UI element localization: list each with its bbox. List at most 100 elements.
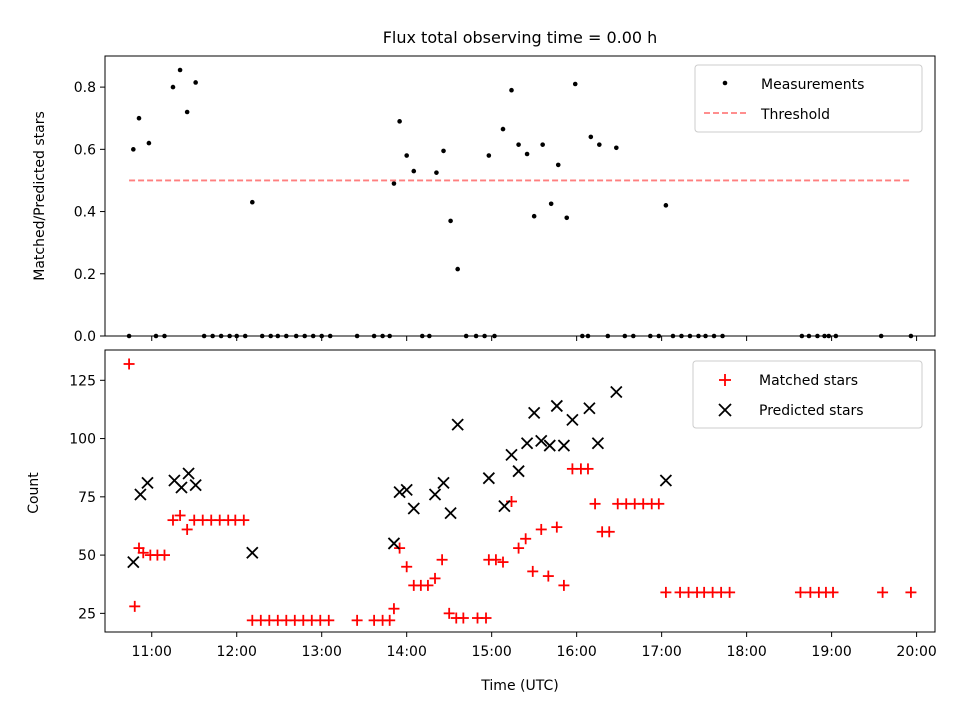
predicted-star-point <box>557 439 571 452</box>
predicted-star-stroke-b <box>550 399 563 413</box>
matched-star-point <box>158 549 170 561</box>
predicted-star-point <box>175 481 188 494</box>
measurement-point <box>564 215 570 221</box>
predicted-star-stroke-b <box>393 486 406 499</box>
x-tick-label: 11:00 <box>132 644 172 660</box>
y-tick-label: 0.0 <box>74 329 96 345</box>
y-tick-label: 50 <box>78 548 96 564</box>
bottom-x-axis-label: Time (UTC) <box>480 678 558 694</box>
legend-matched-marker <box>719 374 731 386</box>
predicted-star-point <box>498 500 511 513</box>
predicted-star-point <box>528 406 541 420</box>
matched-star-point <box>542 570 554 582</box>
predicted-star-point <box>182 467 195 480</box>
measurement-point <box>663 203 669 208</box>
measurement-point <box>448 218 453 224</box>
matched-star-point <box>457 612 469 624</box>
predicted-star-point <box>393 486 406 499</box>
x-tick-label: 15:00 <box>471 644 511 660</box>
predicted-star-stroke-b <box>520 437 534 450</box>
measurement-point <box>177 67 183 73</box>
matched-star-point <box>490 554 502 566</box>
measurement-point <box>170 84 176 90</box>
matched-star-point <box>589 498 601 510</box>
matched-star-point <box>551 521 563 533</box>
legend-matched-label: Matched stars <box>759 373 858 389</box>
measurement-point <box>516 142 521 147</box>
predicted-star-point <box>543 439 556 452</box>
y-tick-label: 0.8 <box>74 80 96 96</box>
predicted-star-point <box>127 555 140 569</box>
top-y-axis-label: Matched/Predicted stars <box>32 111 48 281</box>
measurement-point <box>411 168 417 174</box>
predicted-star-stroke-b <box>168 474 181 487</box>
matched-star-point <box>137 547 149 559</box>
predicted-star-point <box>428 488 442 501</box>
matched-star-point <box>436 554 448 566</box>
predicted-star-stroke-b <box>659 474 673 487</box>
bottom-legend-box <box>692 360 923 429</box>
predicted-star-point <box>610 385 623 399</box>
predicted-star-point <box>659 474 673 487</box>
matched-star-point <box>174 509 186 521</box>
bottom-x-axis-ticks: 11:00 12:00 13:00 14:00 15:00 16:00 17:00 18:00… <box>132 632 937 660</box>
x-tick-label: 20:00 <box>896 644 936 660</box>
bottom-legend: Matched stars Predicted stars <box>692 360 923 429</box>
predicted-star-stroke-b <box>407 502 420 515</box>
predicted-star-stroke-b <box>512 465 525 478</box>
matched-star-point <box>603 526 615 538</box>
measurement-point <box>500 126 506 132</box>
matched-star-point <box>443 607 455 619</box>
chart-title: Flux total observing time = 0.00 h <box>383 28 658 47</box>
bottom-y-axis-label: Count <box>26 472 42 514</box>
matched-star-point <box>480 612 492 624</box>
predicted-star-point <box>482 472 495 485</box>
predicted-star-stroke-b <box>543 439 556 452</box>
predicted-star-stroke-b <box>583 402 596 415</box>
top-panel: 0.00.20.40.60.8 Matched/Predicted stars … <box>32 55 936 345</box>
legend-predicted-label: Predicted stars <box>759 403 864 419</box>
matched-star-point <box>181 523 193 535</box>
matched-star-point <box>660 586 672 598</box>
matched-star-point <box>429 572 441 584</box>
x-tick-label: 13:00 <box>302 644 342 660</box>
predicted-star-stroke-b <box>246 546 259 559</box>
matched-star-point <box>351 614 363 626</box>
predicted-star-stroke-b <box>557 439 571 452</box>
measurement-point <box>572 81 578 87</box>
matched-star-point <box>527 565 539 577</box>
predicted-star-point <box>451 418 464 431</box>
predicted-star-stroke-b <box>505 448 518 462</box>
measurement-point <box>441 148 446 154</box>
predicted-star-stroke-b <box>444 507 457 520</box>
predicted-star-stroke-b <box>482 472 495 485</box>
predicted-star-stroke-b <box>535 434 548 448</box>
matched-star-point <box>401 561 413 573</box>
y-tick-label: 125 <box>69 373 96 389</box>
predicted-star-point <box>566 413 579 427</box>
x-tick-label: 14:00 <box>387 644 427 660</box>
matched-star-point <box>877 586 889 598</box>
predicted-star-stroke-b <box>437 476 450 489</box>
matched-star-point <box>653 498 665 510</box>
predicted-star-stroke-b <box>591 437 605 450</box>
matched-star-point <box>794 586 806 598</box>
predicted-star-point <box>512 465 525 478</box>
x-tick-label: 12:00 <box>217 644 257 660</box>
measurement-point <box>146 140 152 146</box>
predicted-star-stroke-b <box>182 467 195 480</box>
matched-star-point <box>558 579 570 591</box>
predicted-star-stroke-b <box>141 476 154 489</box>
x-tick-label: 16:00 <box>556 644 596 660</box>
predicted-star-stroke-b <box>175 481 188 494</box>
legend-measurements-marker <box>722 80 728 86</box>
measurement-point <box>193 80 198 85</box>
matched-star-point <box>422 579 434 591</box>
legend-threshold-label: Threshold <box>760 107 830 123</box>
y-tick-label: 100 <box>69 432 96 448</box>
predicted-star-stroke-b <box>189 479 202 492</box>
y-tick-label: 75 <box>78 490 96 506</box>
matched-star-point <box>724 586 736 598</box>
predicted-star-stroke-b <box>451 418 464 431</box>
